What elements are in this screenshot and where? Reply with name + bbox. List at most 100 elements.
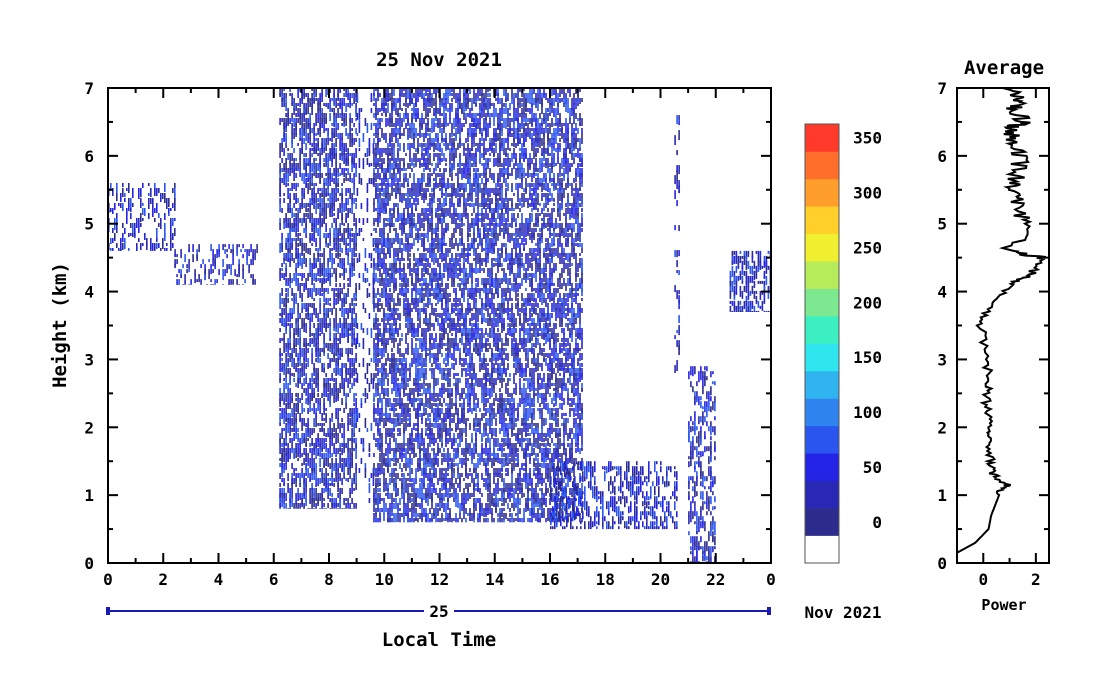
heatmap-cell: [465, 253, 467, 257]
heatmap-cell: [283, 398, 285, 405]
heatmap-cell: [433, 448, 435, 455]
heatmap-cell: [443, 473, 445, 481]
heatmap-cell: [379, 513, 381, 520]
heatmap-cell: [295, 243, 297, 250]
heatmap-cell: [335, 98, 337, 108]
heatmap-cell: [381, 408, 383, 419]
heatmap-cell: [321, 108, 323, 115]
heatmap-cell: [299, 238, 301, 246]
heatmap-cell: [443, 448, 445, 452]
heatmap-cell: [425, 163, 427, 170]
heatmap-cell: [395, 468, 397, 471]
heatmap-cell: [313, 218, 315, 227]
heatmap-cell: [473, 513, 475, 520]
heatmap-cell: [287, 258, 289, 262]
heatmap-cell: [397, 488, 399, 496]
heatmap-cell: [447, 378, 449, 384]
heatmap-cell: [291, 293, 293, 296]
heatmap-cell: [339, 353, 341, 360]
heatmap-cell: [421, 308, 423, 312]
heatmap-cell: [341, 273, 343, 276]
heatmap-cell: [327, 433, 329, 437]
heatmap-cell: [467, 278, 469, 284]
heatmap-cell: [423, 163, 425, 167]
heatmap-cell: [341, 98, 343, 105]
heatmap-cell: [415, 233, 417, 240]
heatmap-cell: [473, 188, 475, 192]
heatmap-cell: [160, 218, 162, 229]
heatmap-cell: [459, 88, 461, 93]
heatmap-cell: [441, 188, 443, 194]
heatmap-cell: [311, 173, 313, 178]
heatmap-cell: [339, 488, 341, 494]
heatmap-cell: [467, 153, 469, 164]
heatmap-cell: [415, 333, 417, 337]
heatmap-cell: [325, 388, 327, 397]
heatmap-cell: [234, 269, 236, 277]
heatmap-cell: [473, 383, 475, 388]
heatmap-cell: [110, 248, 112, 251]
heatmap-cell: [457, 423, 459, 430]
heatmap-cell: [475, 278, 477, 282]
heatmap-cell: [381, 338, 383, 344]
heatmap-cell: [345, 393, 347, 404]
heatmap-cell: [395, 128, 397, 137]
heatmap-cell: [441, 318, 443, 324]
heatmap-cell: [423, 223, 425, 228]
heatmap-cell: [368, 383, 371, 392]
heatmap-cell: [459, 223, 461, 228]
heatmap-cell: [309, 428, 311, 438]
heatmap-cell: [335, 318, 337, 329]
heatmap-cell: [313, 143, 315, 151]
heatmap-cell: [427, 283, 429, 291]
heatmap-cell: [375, 358, 377, 365]
heatmap-cell: [395, 488, 397, 497]
heatmap-cell: [315, 278, 317, 282]
heatmap-cell: [373, 398, 375, 401]
heatmap-cell: [393, 403, 395, 412]
heatmap-cell: [465, 258, 467, 262]
heatmap-cell: [373, 393, 375, 402]
heatmap-cell: [238, 284, 240, 285]
heatmap-cell: [391, 213, 393, 219]
heatmap-cell: [461, 268, 463, 273]
heatmap-cell: [387, 293, 389, 304]
heatmap-cell: [358, 283, 361, 290]
heatmap-cell: [399, 158, 401, 169]
heatmap-cell: [210, 279, 212, 283]
heatmap-cell: [311, 223, 313, 230]
heatmap-cell: [407, 398, 409, 401]
heatmap-cell: [473, 228, 475, 235]
heatmap-cell: [323, 203, 325, 212]
heatmap-cell: [335, 363, 337, 368]
heatmap-cell: [279, 498, 281, 507]
heatmap-cell: [325, 223, 327, 232]
heatmap-cell: [459, 238, 461, 244]
heatmap-cell: [423, 298, 425, 301]
heatmap-cell: [465, 333, 467, 340]
heatmap-cell: [140, 188, 142, 193]
heatmap-cell: [437, 508, 439, 516]
heatmap-cell: [315, 328, 317, 336]
heatmap-cell: [335, 373, 337, 376]
heatmap-cell: [439, 173, 441, 177]
heatmap-cell: [383, 338, 385, 344]
heatmap-cell: [311, 183, 313, 186]
heatmap-cell: [461, 393, 463, 397]
heatmap-cell: [411, 233, 413, 236]
heatmap-cell: [393, 338, 395, 348]
heatmap-cell: [407, 198, 409, 202]
heatmap-cell: [355, 463, 357, 470]
heatmap-cell: [279, 338, 281, 343]
heatmap-cell: [358, 363, 361, 367]
heatmap-cell: [443, 468, 445, 471]
heatmap-cell: [349, 473, 351, 476]
heatmap-cell: [156, 188, 158, 196]
heatmap-cell: [413, 123, 415, 129]
heatmap-cell: [391, 348, 393, 352]
heatmap-cell: [443, 228, 445, 236]
heatmap-cell: [305, 473, 307, 476]
heatmap-cell: [401, 453, 403, 462]
heatmap-cell: [403, 413, 405, 418]
heatmap-cell: [435, 398, 437, 402]
